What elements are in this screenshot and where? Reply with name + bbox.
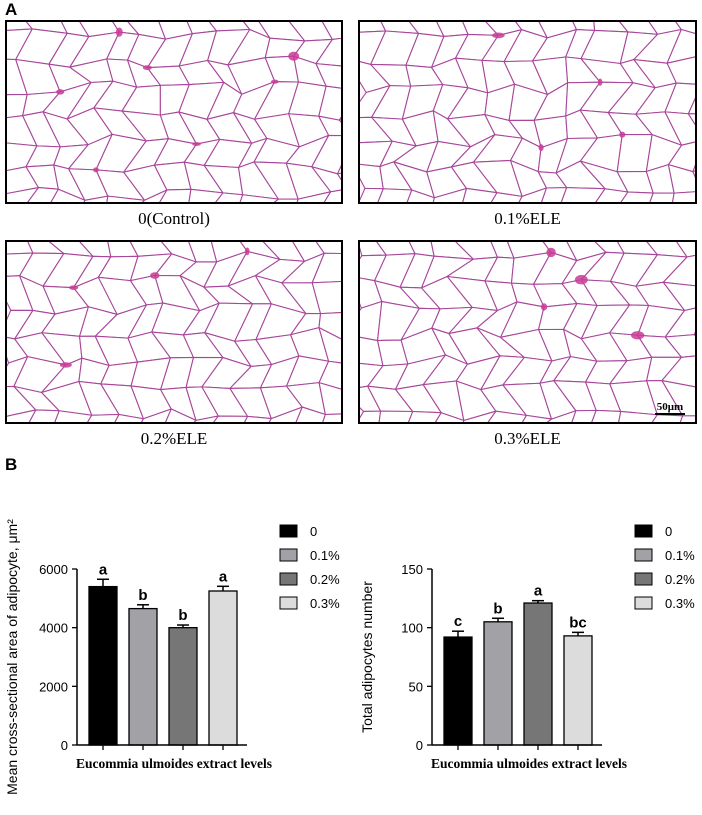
area-sig-letter-3: a xyxy=(219,568,228,585)
stroma-blob xyxy=(142,65,152,71)
area-legend-label-3: 0.3% xyxy=(310,596,340,611)
caption-02: 0.2%ELE xyxy=(140,429,208,448)
stroma-blob xyxy=(93,167,99,173)
micrograph-02 xyxy=(5,240,343,424)
chart-adipocyte-area: a b b a 0 2000 4000 6000 Eucommia ulmoides extra… xyxy=(4,519,340,795)
area-bar-1 xyxy=(128,607,158,746)
area-y-tick-label-0: 0 xyxy=(61,738,68,753)
count-bar-1 xyxy=(483,621,513,746)
count-sig-letter-2: a xyxy=(534,583,543,600)
stroma-blob xyxy=(597,78,603,86)
count-bar-3 xyxy=(563,635,593,746)
count-sig-letter-3: bc xyxy=(569,614,587,631)
cell-mesh xyxy=(7,242,341,422)
area-bar-2 xyxy=(168,627,198,746)
count-legend-label-1: 0.1% xyxy=(665,548,695,563)
stroma-blob xyxy=(619,131,626,138)
stroma-blob xyxy=(68,285,79,290)
area-bar-0 xyxy=(88,585,118,746)
micrograph-01 xyxy=(358,20,697,204)
count-y-tick-label-3: 150 xyxy=(401,562,423,577)
micrograph-control xyxy=(5,20,343,204)
count-y-tick-label-0: 0 xyxy=(416,738,423,753)
caption-control: 0(Control) xyxy=(138,209,210,228)
count-bar-2 xyxy=(523,602,553,746)
scale-bar-line xyxy=(655,413,685,415)
area-x-axis-label: Eucommia ulmoides extract levels xyxy=(76,756,272,771)
caption-03: 0.3%ELE xyxy=(494,429,561,448)
count-legend-swatch-2 xyxy=(634,572,653,586)
area-sig-letter-2: b xyxy=(178,607,187,624)
scale-bar-label: 50μm xyxy=(656,401,684,413)
stroma-blob xyxy=(540,303,548,311)
area-y-tick-label-3: 6000 xyxy=(39,562,68,577)
area-y-tick-label-1: 2000 xyxy=(39,679,68,694)
count-legend-label-0: 0 xyxy=(665,524,672,539)
count-y-tick-label-1: 50 xyxy=(409,679,423,694)
count-x-axis-label: Eucommia ulmoides extract levels xyxy=(431,756,627,771)
count-legend-label-2: 0.2% xyxy=(665,572,695,587)
stroma-blob xyxy=(244,247,250,256)
panel-a-label: A xyxy=(5,0,18,19)
area-legend-label-0: 0 xyxy=(310,524,317,539)
cell-mesh xyxy=(360,242,695,422)
count-y-axis-label: Total adipocytes number xyxy=(359,581,375,733)
count-bar-0 xyxy=(443,636,473,746)
chart-adipocyte-number: c b a bc 0 50 100 150 Eucommia ulmoides extract … xyxy=(359,524,695,771)
area-legend-label-2: 0.2% xyxy=(310,572,340,587)
stroma-blob xyxy=(574,274,588,285)
area-legend-swatch-3 xyxy=(279,596,298,610)
area-legend-label-1: 0.1% xyxy=(310,548,340,563)
stroma-blob xyxy=(270,79,279,84)
cell-mesh xyxy=(360,22,695,202)
area-sig-letter-1: b xyxy=(138,587,147,604)
area-y-tick-label-2: 4000 xyxy=(39,621,68,636)
area-sig-letter-0: a xyxy=(99,561,108,578)
stroma-blob xyxy=(150,272,160,279)
area-legend-swatch-0 xyxy=(279,524,298,538)
panel-b-label: B xyxy=(5,455,18,474)
caption-01: 0.1%ELE xyxy=(494,209,561,228)
count-legend-swatch-3 xyxy=(634,596,653,610)
area-y-axis-label: Mean cross-sectional area of adipocyte, … xyxy=(4,519,20,795)
stroma-blob xyxy=(59,362,72,368)
stroma-blob xyxy=(492,32,505,39)
area-bar-3 xyxy=(208,590,238,746)
count-sig-letter-1: b xyxy=(493,600,502,617)
stroma-blob xyxy=(538,144,544,152)
stroma-blob xyxy=(546,247,556,258)
cell-mesh xyxy=(7,22,341,202)
scale-bar: 50μm xyxy=(655,401,685,415)
stroma-blob xyxy=(56,89,65,95)
stroma-blob xyxy=(115,27,123,37)
count-sig-letter-0: c xyxy=(454,613,462,630)
micrograph-03: 50μm xyxy=(358,240,697,424)
stroma-blob xyxy=(630,331,645,340)
count-legend-swatch-1 xyxy=(634,548,653,562)
count-legend-label-3: 0.3% xyxy=(665,596,695,611)
stroma-blob xyxy=(192,142,201,147)
stroma-blob xyxy=(288,51,300,61)
count-legend-swatch-0 xyxy=(634,524,653,538)
count-y-tick-label-2: 100 xyxy=(401,621,423,636)
area-legend-swatch-2 xyxy=(279,572,298,586)
area-legend-swatch-1 xyxy=(279,548,298,562)
